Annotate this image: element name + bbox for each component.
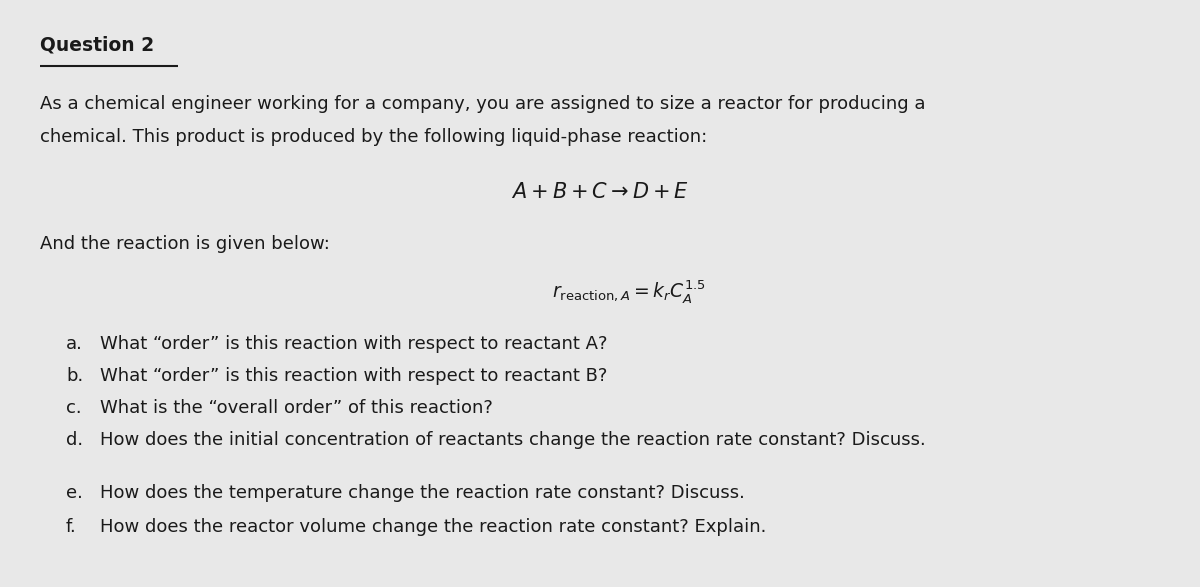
Text: a.: a. <box>66 335 83 353</box>
Text: e.: e. <box>66 484 83 502</box>
Text: chemical. This product is produced by the following liquid-phase reaction:: chemical. This product is produced by th… <box>40 128 707 146</box>
Text: Question 2: Question 2 <box>40 35 154 54</box>
Text: c.: c. <box>66 399 82 417</box>
Text: How does the temperature change the reaction rate constant? Discuss.: How does the temperature change the reac… <box>100 484 744 502</box>
Text: $\mathit{A + B + C \rightarrow D + E}$: $\mathit{A + B + C \rightarrow D + E}$ <box>511 182 689 202</box>
Text: What “order” is this reaction with respect to reactant B?: What “order” is this reaction with respe… <box>100 367 607 385</box>
Text: What “order” is this reaction with respect to reactant A?: What “order” is this reaction with respe… <box>100 335 607 353</box>
Text: d.: d. <box>66 431 83 450</box>
Text: $r_{\rm reaction,\mathit{A}} = k_r C_A^{1.5}$: $r_{\rm reaction,\mathit{A}} = k_r C_A^{… <box>552 278 706 305</box>
Text: What is the “overall order” of this reaction?: What is the “overall order” of this reac… <box>100 399 492 417</box>
Text: How does the reactor volume change the reaction rate constant? Explain.: How does the reactor volume change the r… <box>100 518 766 536</box>
Text: How does the initial concentration of reactants change the reaction rate constan: How does the initial concentration of re… <box>100 431 925 450</box>
Text: b.: b. <box>66 367 83 385</box>
Text: f.: f. <box>66 518 77 536</box>
Text: And the reaction is given below:: And the reaction is given below: <box>40 235 330 253</box>
Text: As a chemical engineer working for a company, you are assigned to size a reactor: As a chemical engineer working for a com… <box>40 95 925 113</box>
